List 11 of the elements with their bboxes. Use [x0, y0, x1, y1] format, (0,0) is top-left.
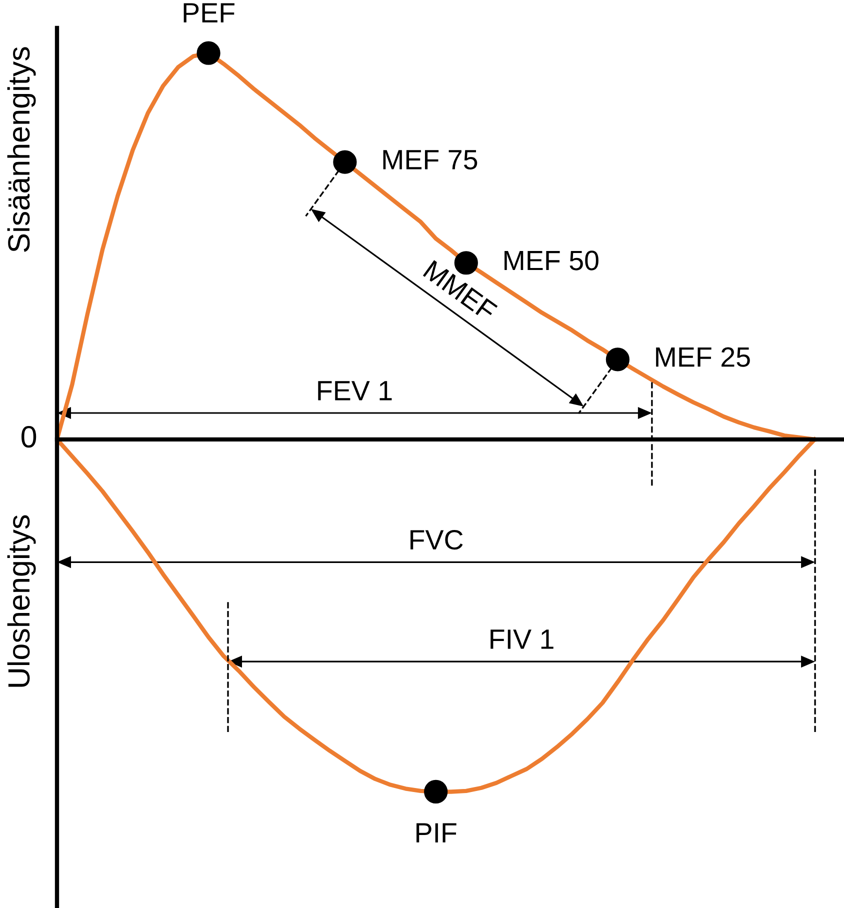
text: PIF: [416, 823, 456, 842]
annotation: MEF 25: [656, 347, 750, 367]
annotation: MEF 50: [504, 250, 598, 270]
annotation: MEF 75: [383, 150, 478, 170]
text: PEF: [184, 3, 234, 22]
annotation: FVC: [410, 530, 463, 550]
annotation: FIV 1: [490, 630, 554, 649]
annotation: FEV 1: [318, 381, 392, 400]
text: Uloshengitys: [7, 515, 36, 687]
text: Sisäänhengitys: [7, 47, 36, 252]
text: 0: [22, 426, 36, 448]
